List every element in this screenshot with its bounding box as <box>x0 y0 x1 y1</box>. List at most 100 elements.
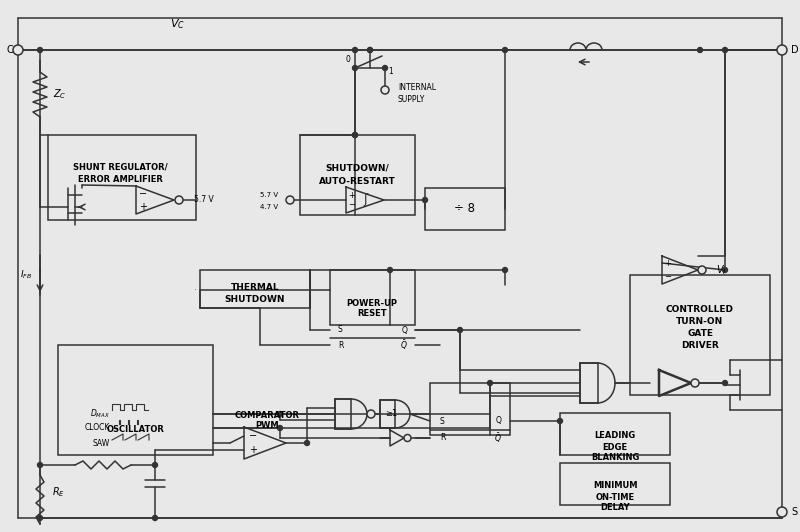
Text: ON-TIME: ON-TIME <box>595 493 634 502</box>
Circle shape <box>286 196 294 204</box>
Bar <box>560 463 670 505</box>
Text: ÷ 8: ÷ 8 <box>454 203 475 215</box>
Bar <box>335 399 351 429</box>
Text: DRIVER: DRIVER <box>681 342 719 351</box>
Text: D: D <box>791 45 798 55</box>
Text: OSCILLATOR: OSCILLATOR <box>107 426 165 435</box>
Text: +: + <box>349 190 355 200</box>
Circle shape <box>691 379 699 387</box>
Circle shape <box>382 65 387 71</box>
Circle shape <box>13 45 23 55</box>
Circle shape <box>404 435 411 442</box>
Circle shape <box>387 268 393 272</box>
Bar <box>630 275 770 395</box>
Text: Q: Q <box>496 417 502 426</box>
Bar <box>330 270 415 325</box>
Circle shape <box>722 268 727 272</box>
Text: 0: 0 <box>345 55 350 64</box>
Circle shape <box>558 419 562 423</box>
Circle shape <box>175 196 183 204</box>
Circle shape <box>38 462 42 468</box>
Text: DELAY: DELAY <box>600 503 630 512</box>
Text: RESET: RESET <box>357 309 387 318</box>
Text: 5.7 V: 5.7 V <box>194 195 214 204</box>
Text: 4.7 V: 4.7 V <box>260 204 278 210</box>
Text: THERMAL: THERMAL <box>230 284 279 293</box>
Text: POWER-UP: POWER-UP <box>346 298 398 307</box>
Bar <box>560 413 670 455</box>
Text: −: − <box>665 272 671 281</box>
Text: −: − <box>349 201 355 210</box>
Circle shape <box>722 380 727 386</box>
Bar <box>300 135 415 215</box>
Text: −: − <box>249 431 257 441</box>
Text: ≥1: ≥1 <box>385 410 397 419</box>
Circle shape <box>353 132 358 137</box>
Text: SHUTDOWN/: SHUTDOWN/ <box>325 163 389 172</box>
Text: +: + <box>665 259 671 268</box>
Circle shape <box>422 197 427 203</box>
Text: 5.7 V: 5.7 V <box>260 192 278 198</box>
Circle shape <box>698 47 702 53</box>
Text: AUTO-RESTART: AUTO-RESTART <box>318 177 395 186</box>
Circle shape <box>502 268 507 272</box>
Circle shape <box>278 426 282 430</box>
Text: $R_E$: $R_E$ <box>52 485 65 499</box>
Text: $\bar{Q}$: $\bar{Q}$ <box>494 431 502 445</box>
Text: SHUNT REGULATOR/: SHUNT REGULATOR/ <box>73 162 167 171</box>
Circle shape <box>777 45 787 55</box>
Text: CLOCK: CLOCK <box>85 423 110 433</box>
Bar <box>58 345 213 455</box>
Circle shape <box>502 47 507 53</box>
Text: $\bar{Q}$: $\bar{Q}$ <box>400 338 408 352</box>
Circle shape <box>353 47 358 53</box>
Text: SUPPLY: SUPPLY <box>398 95 426 104</box>
Text: S: S <box>338 326 342 335</box>
Text: ─: ─ <box>194 289 195 290</box>
Circle shape <box>458 328 462 332</box>
Circle shape <box>278 411 282 417</box>
Text: Q: Q <box>402 326 408 335</box>
Circle shape <box>722 47 727 53</box>
Text: INTERNAL: INTERNAL <box>398 82 436 92</box>
Text: $Z_C$: $Z_C$ <box>53 87 66 101</box>
Circle shape <box>153 516 158 520</box>
Text: ERROR AMPLIFIER: ERROR AMPLIFIER <box>78 174 162 184</box>
Circle shape <box>38 516 42 520</box>
Circle shape <box>698 266 706 274</box>
Text: $D_{MAX}$: $D_{MAX}$ <box>90 408 110 420</box>
Text: R: R <box>440 434 446 443</box>
Circle shape <box>305 440 310 445</box>
Text: −: − <box>139 189 147 199</box>
Text: SHUTDOWN: SHUTDOWN <box>225 295 286 304</box>
Bar <box>48 135 196 220</box>
Bar <box>430 383 510 435</box>
Text: PWM: PWM <box>255 420 279 429</box>
Text: +: + <box>249 445 257 455</box>
Text: $I_{FB}$: $I_{FB}$ <box>20 269 32 281</box>
Text: MINIMUM: MINIMUM <box>593 481 638 491</box>
Bar <box>380 400 395 428</box>
Text: BLANKING: BLANKING <box>591 453 639 462</box>
Circle shape <box>367 47 373 53</box>
Text: TURN-ON: TURN-ON <box>676 318 724 327</box>
Text: SAW: SAW <box>93 438 110 447</box>
Circle shape <box>381 86 389 94</box>
Circle shape <box>353 65 358 71</box>
Circle shape <box>487 380 493 386</box>
Text: CONTROLLED: CONTROLLED <box>666 305 734 314</box>
Text: LEADING: LEADING <box>594 431 636 440</box>
Text: +: + <box>139 202 147 212</box>
Circle shape <box>367 47 373 53</box>
Text: C: C <box>6 45 14 55</box>
Bar <box>580 363 598 403</box>
Text: COMPARATOR: COMPARATOR <box>234 411 299 420</box>
Text: $V_C$: $V_C$ <box>170 17 186 31</box>
Text: GATE: GATE <box>687 329 713 338</box>
Bar <box>425 188 505 230</box>
Text: EDGE: EDGE <box>602 443 627 452</box>
Text: 1: 1 <box>388 68 393 77</box>
Text: S: S <box>791 507 797 517</box>
Text: S: S <box>440 417 445 426</box>
Text: R: R <box>338 340 343 350</box>
